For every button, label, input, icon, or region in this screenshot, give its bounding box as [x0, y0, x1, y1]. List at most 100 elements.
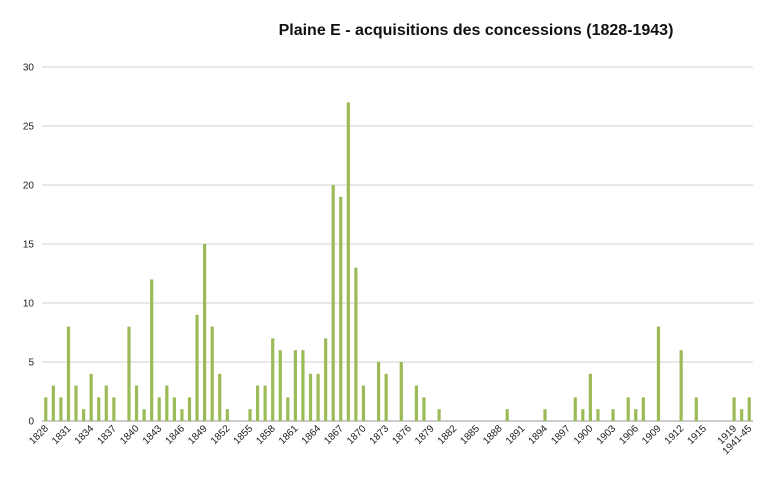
x-tick-label: 1912	[663, 423, 687, 447]
bar	[331, 185, 335, 421]
bar	[150, 279, 154, 421]
bar	[51, 385, 55, 421]
bar	[505, 409, 509, 421]
bar	[324, 338, 328, 421]
x-tick-label: 1909	[640, 423, 664, 447]
bar	[384, 373, 388, 421]
bar	[732, 397, 736, 421]
y-tick-label: 5	[28, 358, 34, 369]
bar	[286, 397, 290, 421]
bar	[634, 409, 638, 421]
bar	[339, 196, 343, 421]
bar	[180, 409, 184, 421]
bar	[293, 350, 297, 421]
bar	[626, 397, 630, 421]
bar	[210, 326, 214, 421]
bar	[301, 350, 305, 421]
bar	[588, 373, 592, 421]
bar	[97, 397, 101, 421]
bar	[112, 397, 116, 421]
bar	[596, 409, 600, 421]
bar	[437, 409, 441, 421]
y-tick-label: 10	[23, 299, 35, 310]
x-tick-label: 1861	[277, 423, 301, 447]
x-tick-label: 1870	[345, 423, 369, 447]
x-tick-label: 1840	[118, 423, 142, 447]
bar	[308, 373, 313, 421]
x-tick-label: 1885	[459, 423, 483, 447]
chart-title: Plaine E - acquisitions des concessions …	[279, 22, 674, 39]
x-tick-label: 1894	[527, 423, 551, 447]
x-tick-label: 1864	[300, 423, 324, 447]
bar	[641, 397, 645, 421]
bar	[376, 362, 381, 421]
x-tick-label: 1834	[73, 423, 97, 447]
bar	[165, 385, 169, 421]
y-tick-label: 25	[23, 122, 35, 133]
bar	[656, 326, 661, 421]
bar	[679, 350, 683, 421]
bar	[218, 373, 222, 421]
bar	[694, 397, 698, 421]
bar	[543, 409, 547, 421]
x-tick-label: 1858	[254, 423, 278, 447]
x-tick-label: 1837	[95, 423, 119, 447]
bar	[142, 409, 146, 421]
x-tick-label: 1873	[368, 423, 392, 447]
bar	[225, 409, 229, 421]
bar	[316, 373, 320, 421]
x-tick-label: 1891	[504, 423, 528, 447]
bar	[203, 244, 207, 421]
bar	[271, 338, 275, 421]
bar	[581, 409, 585, 421]
bar	[354, 267, 358, 421]
bar	[157, 397, 161, 421]
y-tick-label: 0	[28, 417, 34, 428]
bar	[346, 102, 350, 422]
bar	[66, 326, 71, 421]
bar	[414, 385, 419, 421]
bar	[361, 385, 366, 421]
y-tick-label: 20	[23, 181, 35, 192]
x-tick-label: 1876	[390, 423, 414, 447]
bar	[573, 397, 577, 421]
bar	[195, 314, 199, 421]
bar	[422, 397, 426, 421]
x-tick-label: 1900	[572, 423, 596, 447]
x-tick-label: 1846	[164, 423, 188, 447]
y-tick-label: 15	[23, 240, 35, 251]
x-tick-label: 1831	[50, 423, 74, 447]
x-tick-label: 1888	[481, 423, 505, 447]
y-tick-label: 30	[23, 63, 35, 74]
bar	[89, 373, 93, 421]
bar	[127, 326, 131, 421]
x-tick-label: 1906	[617, 423, 641, 447]
bar	[172, 397, 176, 421]
x-tick-label: 1915	[685, 423, 709, 447]
bar	[248, 409, 252, 421]
bar	[59, 397, 63, 421]
x-tick-label: 1867	[322, 423, 346, 447]
bar	[134, 385, 139, 421]
bar	[740, 409, 744, 421]
x-tick-label: 1882	[436, 423, 460, 447]
x-tick-label: 1852	[209, 423, 233, 447]
x-tick-label: 1903	[595, 423, 619, 447]
bar	[44, 397, 48, 421]
bar	[104, 385, 108, 421]
x-tick-label: 1879	[413, 423, 437, 447]
x-tick-label: 1855	[232, 423, 256, 447]
bar	[255, 385, 260, 421]
bar	[611, 409, 615, 421]
bar	[82, 409, 86, 421]
bar	[187, 397, 192, 421]
x-tick-label: 1843	[141, 423, 165, 447]
bar	[278, 350, 282, 421]
x-tick-label: 1849	[186, 423, 210, 447]
bar	[747, 397, 751, 421]
bar	[263, 385, 267, 421]
bar	[399, 362, 403, 421]
x-tick-label: 1897	[549, 423, 573, 447]
bar	[74, 385, 78, 421]
